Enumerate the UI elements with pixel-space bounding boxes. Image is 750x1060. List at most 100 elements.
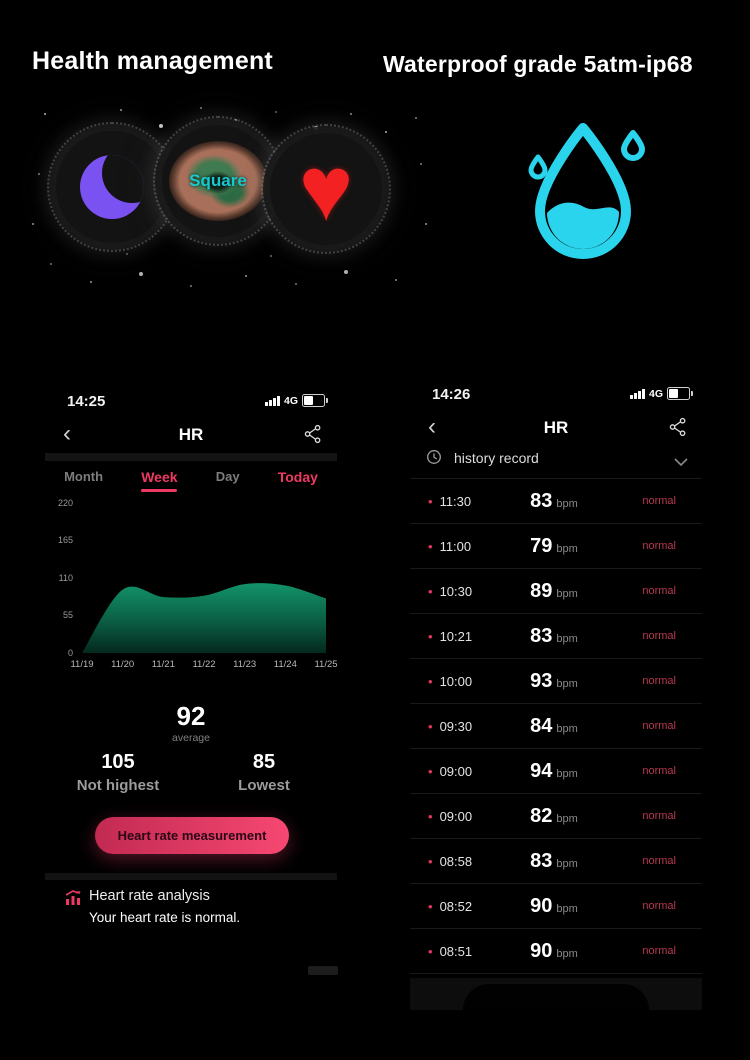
nav-bar: ‹ HR	[410, 414, 702, 444]
hr-record-row: • 08:51 90 bpm normal	[410, 929, 702, 974]
heart-rate-measurement-button[interactable]: Heart rate measurement	[95, 817, 289, 854]
record-status-badge: normal	[642, 810, 676, 822]
hr-record-row: • 09:00 94 bpm normal	[410, 749, 702, 794]
back-chevron-icon[interactable]: ‹	[428, 413, 436, 440]
record-bpm-value: 79	[530, 534, 553, 557]
record-status-badge: normal	[642, 945, 676, 957]
record-unit: bpm	[556, 542, 578, 555]
record-bpm-value: 83	[530, 624, 553, 647]
star-field	[30, 103, 32, 105]
hr-record-row: • 11:30 83 bpm normal	[410, 479, 702, 524]
share-icon[interactable]	[303, 424, 323, 449]
page-title: HR	[543, 418, 569, 437]
record-bpm-value: 83	[530, 849, 553, 872]
min-stat: 85 Lowest	[191, 751, 337, 794]
record-unit: bpm	[556, 677, 578, 690]
hr-record-row: • 08:52 90 bpm normal	[410, 884, 702, 929]
record-bullet-icon: •	[428, 583, 433, 599]
heading-waterproof-grade: Waterproof grade 5atm-ip68	[383, 51, 693, 77]
record-bpm-value: 93	[530, 669, 553, 692]
hr-weekly-screen: 14:25 4G ‹ HR Month Week Day Today	[45, 385, 338, 985]
tab-week[interactable]: Week	[141, 469, 177, 492]
tab-day[interactable]: Day	[215, 469, 240, 484]
record-time: 10:21	[439, 628, 473, 644]
record-time: 10:30	[439, 583, 473, 599]
chevron-down-icon[interactable]	[674, 453, 688, 471]
health-icons-cluster: Square ♥	[30, 103, 430, 293]
average-value: 92	[176, 701, 206, 731]
record-unit: bpm	[556, 812, 578, 825]
record-bpm-value: 84	[530, 714, 553, 737]
tab-today[interactable]: Today	[277, 469, 318, 485]
hr-record-row: • 10:21 83 bpm normal	[410, 614, 702, 659]
record-status-badge: normal	[642, 630, 676, 642]
nav-bar: ‹ HR	[45, 421, 337, 451]
signal-icon	[630, 388, 645, 399]
back-chevron-icon[interactable]: ‹	[63, 420, 71, 447]
hr-history-screen: 14:26 4G ‹ HR	[410, 378, 702, 1010]
heart-icon: ♥	[298, 138, 354, 240]
record-unit: bpm	[556, 722, 578, 735]
record-unit: bpm	[556, 587, 578, 600]
trend-bars-icon	[64, 888, 83, 912]
scroll-handle[interactable]	[308, 966, 338, 975]
record-time: 11:30	[439, 493, 472, 509]
heading-health-management: Health management	[32, 47, 273, 75]
record-unit: bpm	[556, 902, 578, 915]
record-status-badge: normal	[642, 675, 676, 687]
record-unit: bpm	[556, 497, 578, 510]
average-label: average	[172, 732, 210, 744]
network-label: 4G	[283, 394, 298, 407]
record-status-badge: normal	[642, 495, 676, 507]
history-record-row[interactable]: history record	[410, 446, 702, 474]
status-time: 14:25	[67, 393, 106, 410]
sleep-orb	[47, 122, 177, 252]
battery-icon	[667, 387, 693, 400]
record-bpm-value: 83	[530, 489, 553, 512]
record-time: 09:30	[439, 718, 473, 734]
record-bpm-value: 94	[530, 759, 553, 782]
max-value: 105	[101, 751, 135, 773]
min-label: Lowest	[238, 777, 290, 794]
battery-icon	[302, 394, 328, 407]
x-axis-tick: 11/21	[151, 659, 175, 670]
record-bullet-icon: •	[428, 763, 433, 779]
x-axis-tick: 11/24	[273, 659, 297, 670]
analysis-text: Your heart rate is normal.	[89, 910, 241, 925]
history-record-label: history record	[454, 450, 539, 466]
status-bar: 14:25 4G	[45, 391, 337, 411]
phone-bottom-shadow	[410, 978, 702, 1010]
hr-record-row: • 11:00 79 bpm normal	[410, 524, 702, 569]
record-status-badge: normal	[642, 855, 676, 867]
hr-record-list: • 11:30 83 bpm normal • 11:00 79 bpm norma…	[410, 478, 702, 974]
water-drop-icon	[520, 116, 650, 266]
status-bar: 14:26 4G	[410, 384, 702, 404]
record-unit: bpm	[556, 947, 578, 960]
hr-record-row: • 09:00 82 bpm normal	[410, 794, 702, 839]
record-time: 11:00	[439, 538, 472, 554]
hr-record-row: • 08:58 83 bpm normal	[410, 839, 702, 884]
section-divider	[45, 873, 337, 880]
record-bullet-icon: •	[428, 853, 433, 869]
history-clock-icon	[425, 448, 443, 471]
record-bullet-icon: •	[428, 493, 433, 509]
record-bpm-value: 82	[530, 804, 553, 827]
square-dial-label: Square	[189, 171, 247, 190]
watch-dial-icon: Square	[169, 141, 267, 221]
tab-month[interactable]: Month	[64, 469, 104, 484]
analysis-title: Heart rate analysis	[89, 888, 210, 904]
record-unit: bpm	[556, 857, 578, 870]
record-unit: bpm	[556, 767, 578, 780]
y-axis-tick: 110	[58, 572, 73, 583]
x-axis-tick: 11/22	[192, 659, 216, 670]
share-icon[interactable]	[668, 417, 688, 442]
record-status-badge: normal	[642, 540, 676, 552]
x-axis-tick: 11/20	[111, 659, 135, 670]
x-axis-tick: 11/19	[70, 659, 94, 670]
hr-weekly-chart: 220 165 110 55 0 11/19 11/20 11/21 11/22 11/23 11…	[45, 495, 338, 677]
y-axis-tick: 0	[67, 647, 73, 658]
crescent-moon-icon	[80, 155, 144, 219]
nav-divider	[45, 453, 337, 461]
record-bpm-value: 90	[530, 894, 553, 917]
